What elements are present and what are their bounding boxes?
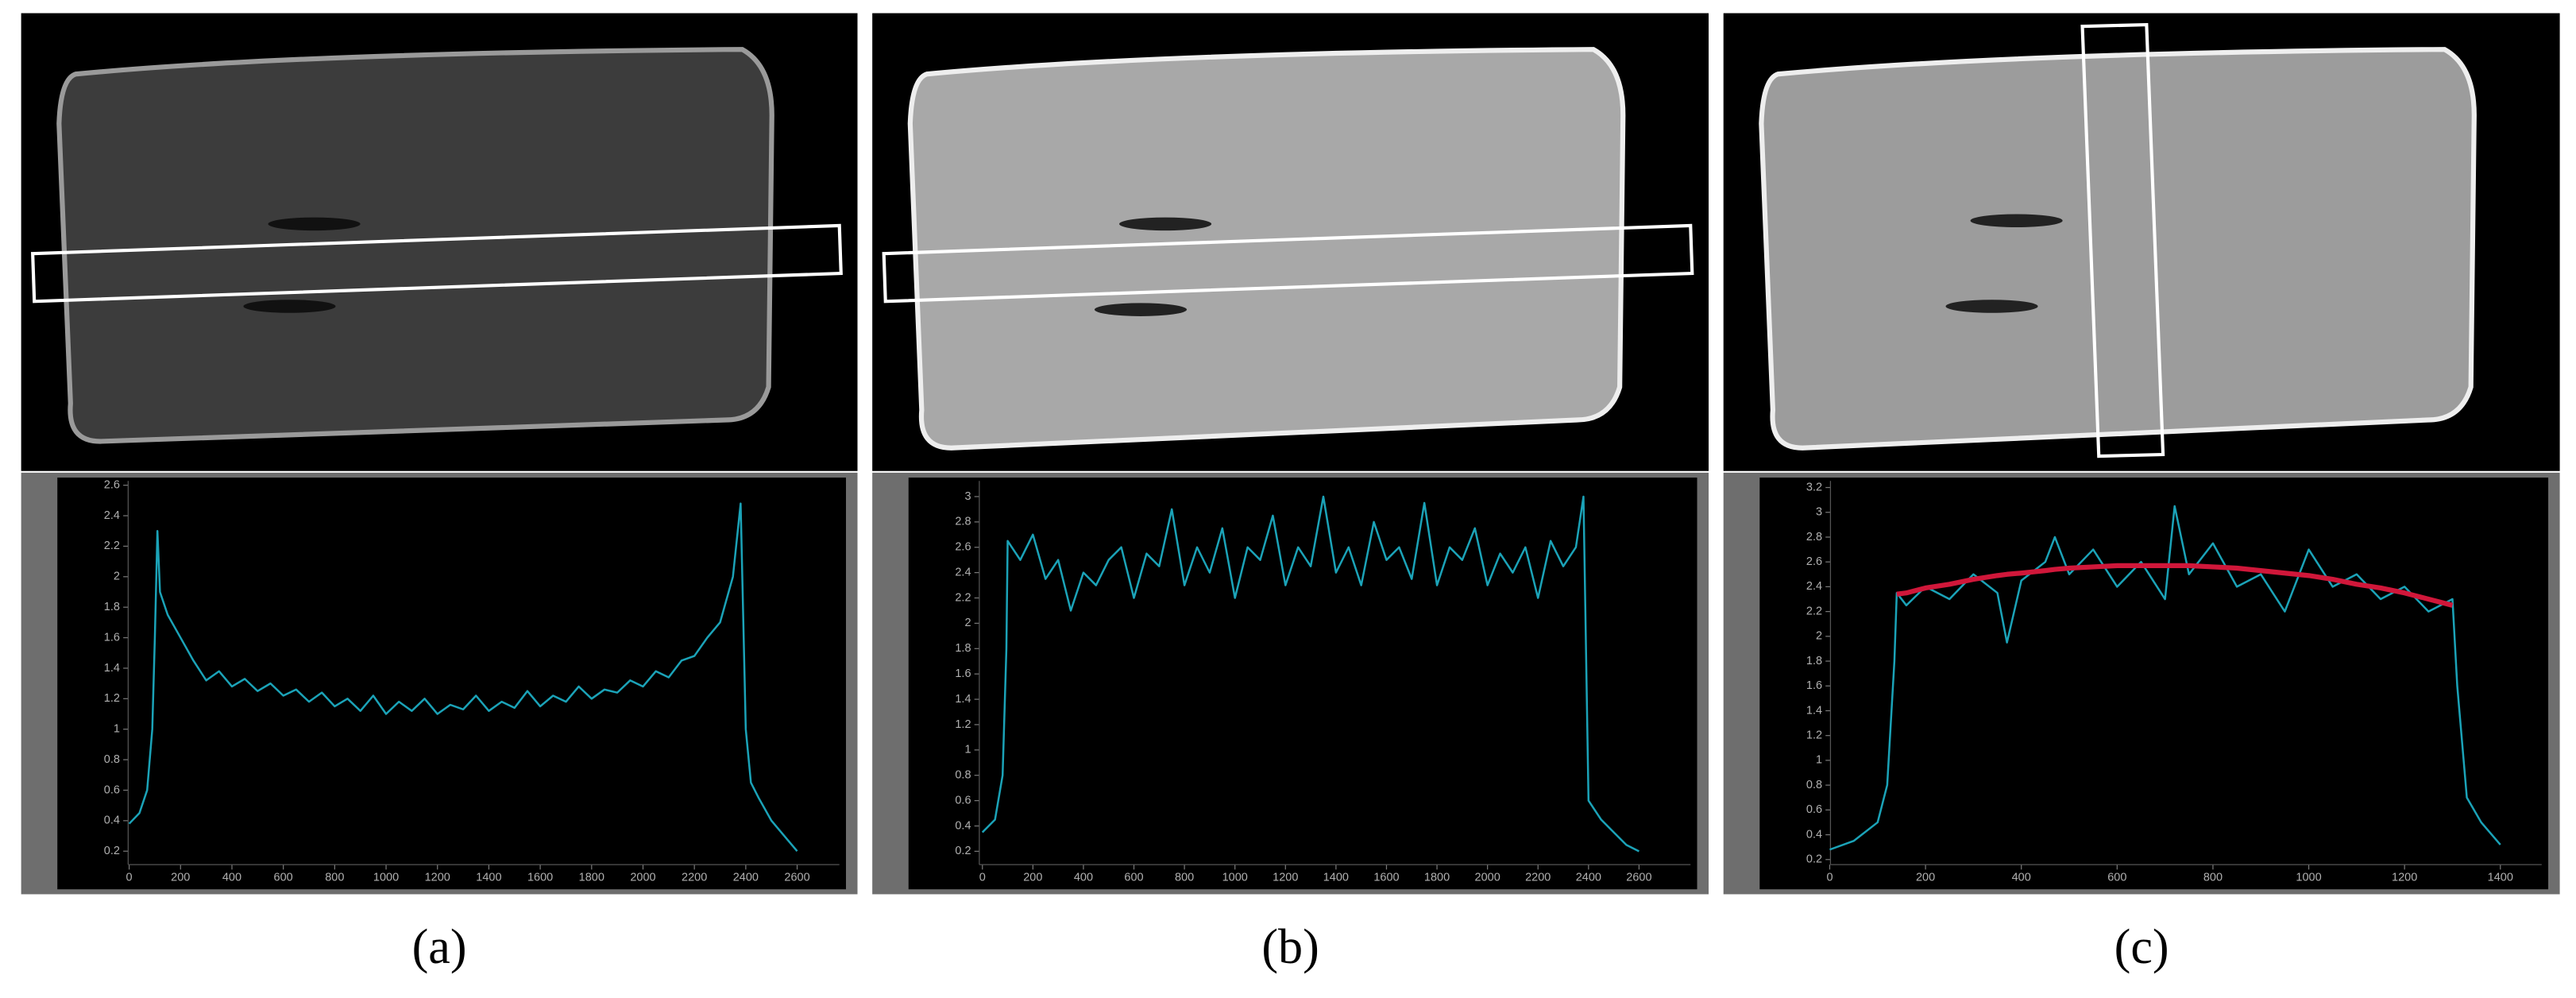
- y-tick-label: 1.2: [955, 718, 971, 731]
- x-tick-label: 2600: [1626, 872, 1651, 884]
- x-tick-label: 1600: [527, 872, 553, 884]
- y-tick-label: 3.2: [1806, 481, 1822, 493]
- y-tick-label: 2.6: [955, 541, 971, 554]
- y-tick-label: 0.8: [955, 769, 971, 782]
- x-tick-label: 400: [2012, 872, 2031, 884]
- x-tick-label: 2000: [630, 872, 655, 884]
- x-tick-label: 600: [274, 872, 293, 884]
- x-tick-label: 1000: [1222, 872, 1248, 884]
- x-tick-label: 400: [222, 872, 241, 884]
- x-tick-label: 1000: [373, 872, 399, 884]
- x-tick-label: 800: [1175, 872, 1194, 884]
- y-tick-label: 2.4: [955, 566, 971, 578]
- y-tick-label: 1.6: [1806, 679, 1822, 692]
- y-tick-label: 2.8: [1806, 531, 1822, 543]
- x-tick-label: 1200: [1273, 872, 1298, 884]
- y-tick-label: 1.8: [1806, 655, 1822, 667]
- x-tick-label: 1400: [1323, 872, 1349, 884]
- y-tick-label: 0.8: [104, 753, 120, 766]
- profile-line: [1829, 505, 2501, 851]
- y-tick-label: 0.2: [955, 845, 971, 857]
- y-tick-label: 1.2: [104, 692, 120, 705]
- x-tick-label: 1800: [1424, 872, 1450, 884]
- y-tick-label: 2.2: [104, 540, 120, 552]
- ct-image: [1723, 13, 2560, 471]
- y-tick-label: 1.4: [104, 662, 120, 675]
- x-tick-label: 800: [325, 872, 344, 884]
- x-tick-label: 1800: [579, 872, 604, 884]
- y-tick-label: 2.6: [104, 478, 120, 491]
- caption: (a): [412, 920, 467, 974]
- x-tick-label: 1200: [2392, 872, 2417, 884]
- x-tick-label: 2200: [1525, 872, 1551, 884]
- y-tick-label: 0.8: [1806, 779, 1822, 791]
- y-tick-label: 1.8: [104, 601, 120, 613]
- y-tick-label: 1.4: [955, 693, 971, 706]
- y-tick-label: 2: [964, 617, 971, 629]
- caption: (c): [2114, 920, 2169, 974]
- x-tick-label: 0: [979, 872, 986, 884]
- x-tick-label: 400: [1074, 872, 1093, 884]
- x-tick-label: 0: [126, 872, 133, 884]
- x-tick-label: 1400: [2488, 872, 2513, 884]
- y-tick-label: 1.6: [955, 667, 971, 680]
- x-tick-label: 2400: [1576, 872, 1601, 884]
- x-tick-label: 800: [2203, 872, 2223, 884]
- x-tick-label: 2000: [1475, 872, 1500, 884]
- y-tick-label: 2.6: [1806, 555, 1822, 568]
- x-tick-label: 0: [1826, 872, 1833, 884]
- y-tick-label: 1.6: [104, 631, 120, 644]
- y-tick-label: 2: [1816, 630, 1822, 643]
- y-tick-label: 2.2: [1806, 605, 1822, 617]
- y-tick-label: 0.6: [104, 783, 120, 796]
- y-tick-label: 0.6: [955, 794, 971, 807]
- x-tick-label: 1200: [425, 872, 450, 884]
- x-tick-label: 2600: [784, 872, 809, 884]
- x-tick-label: 200: [1023, 872, 1042, 884]
- y-tick-label: 3: [1816, 506, 1822, 519]
- y-tick-label: 0.4: [1806, 828, 1822, 841]
- y-tick-label: 1: [964, 744, 971, 756]
- y-tick-label: 0.2: [104, 845, 120, 857]
- x-tick-label: 1600: [1373, 872, 1399, 884]
- ct-image: [872, 13, 1709, 471]
- y-tick-label: 0.6: [1806, 803, 1822, 816]
- x-tick-label: 200: [171, 872, 190, 884]
- y-tick-label: 3: [964, 490, 971, 503]
- y-tick-label: 1.2: [1806, 729, 1822, 742]
- y-tick-label: 2.4: [1806, 580, 1822, 593]
- caption: (b): [1261, 920, 1319, 974]
- x-tick-label: 200: [1916, 872, 1935, 884]
- y-tick-label: 2.2: [955, 591, 971, 604]
- y-tick-label: 2.8: [955, 516, 971, 528]
- x-tick-label: 1000: [2296, 872, 2321, 884]
- x-tick-label: 2200: [682, 872, 707, 884]
- y-tick-label: 1: [114, 723, 120, 736]
- y-tick-label: 1: [1816, 754, 1822, 767]
- plot-area: [908, 478, 1697, 890]
- x-tick-label: 600: [2107, 872, 2126, 884]
- x-tick-label: 2400: [733, 872, 759, 884]
- profile-line: [981, 495, 1639, 853]
- plot-area: [1759, 478, 2549, 890]
- y-tick-label: 0.4: [955, 819, 971, 832]
- y-tick-label: 1.4: [1806, 704, 1822, 717]
- y-tick-label: 0.2: [1806, 853, 1822, 866]
- y-tick-label: 0.4: [104, 814, 120, 827]
- profile-line: [1896, 563, 2454, 608]
- plot-area: [57, 478, 847, 890]
- profile-line: [128, 502, 798, 853]
- y-tick-label: 2.4: [104, 509, 120, 522]
- x-tick-label: 600: [1124, 872, 1143, 884]
- y-tick-label: 1.8: [955, 642, 971, 655]
- y-tick-label: 2: [114, 571, 120, 583]
- ct-image: [21, 13, 858, 471]
- x-tick-label: 1400: [476, 872, 501, 884]
